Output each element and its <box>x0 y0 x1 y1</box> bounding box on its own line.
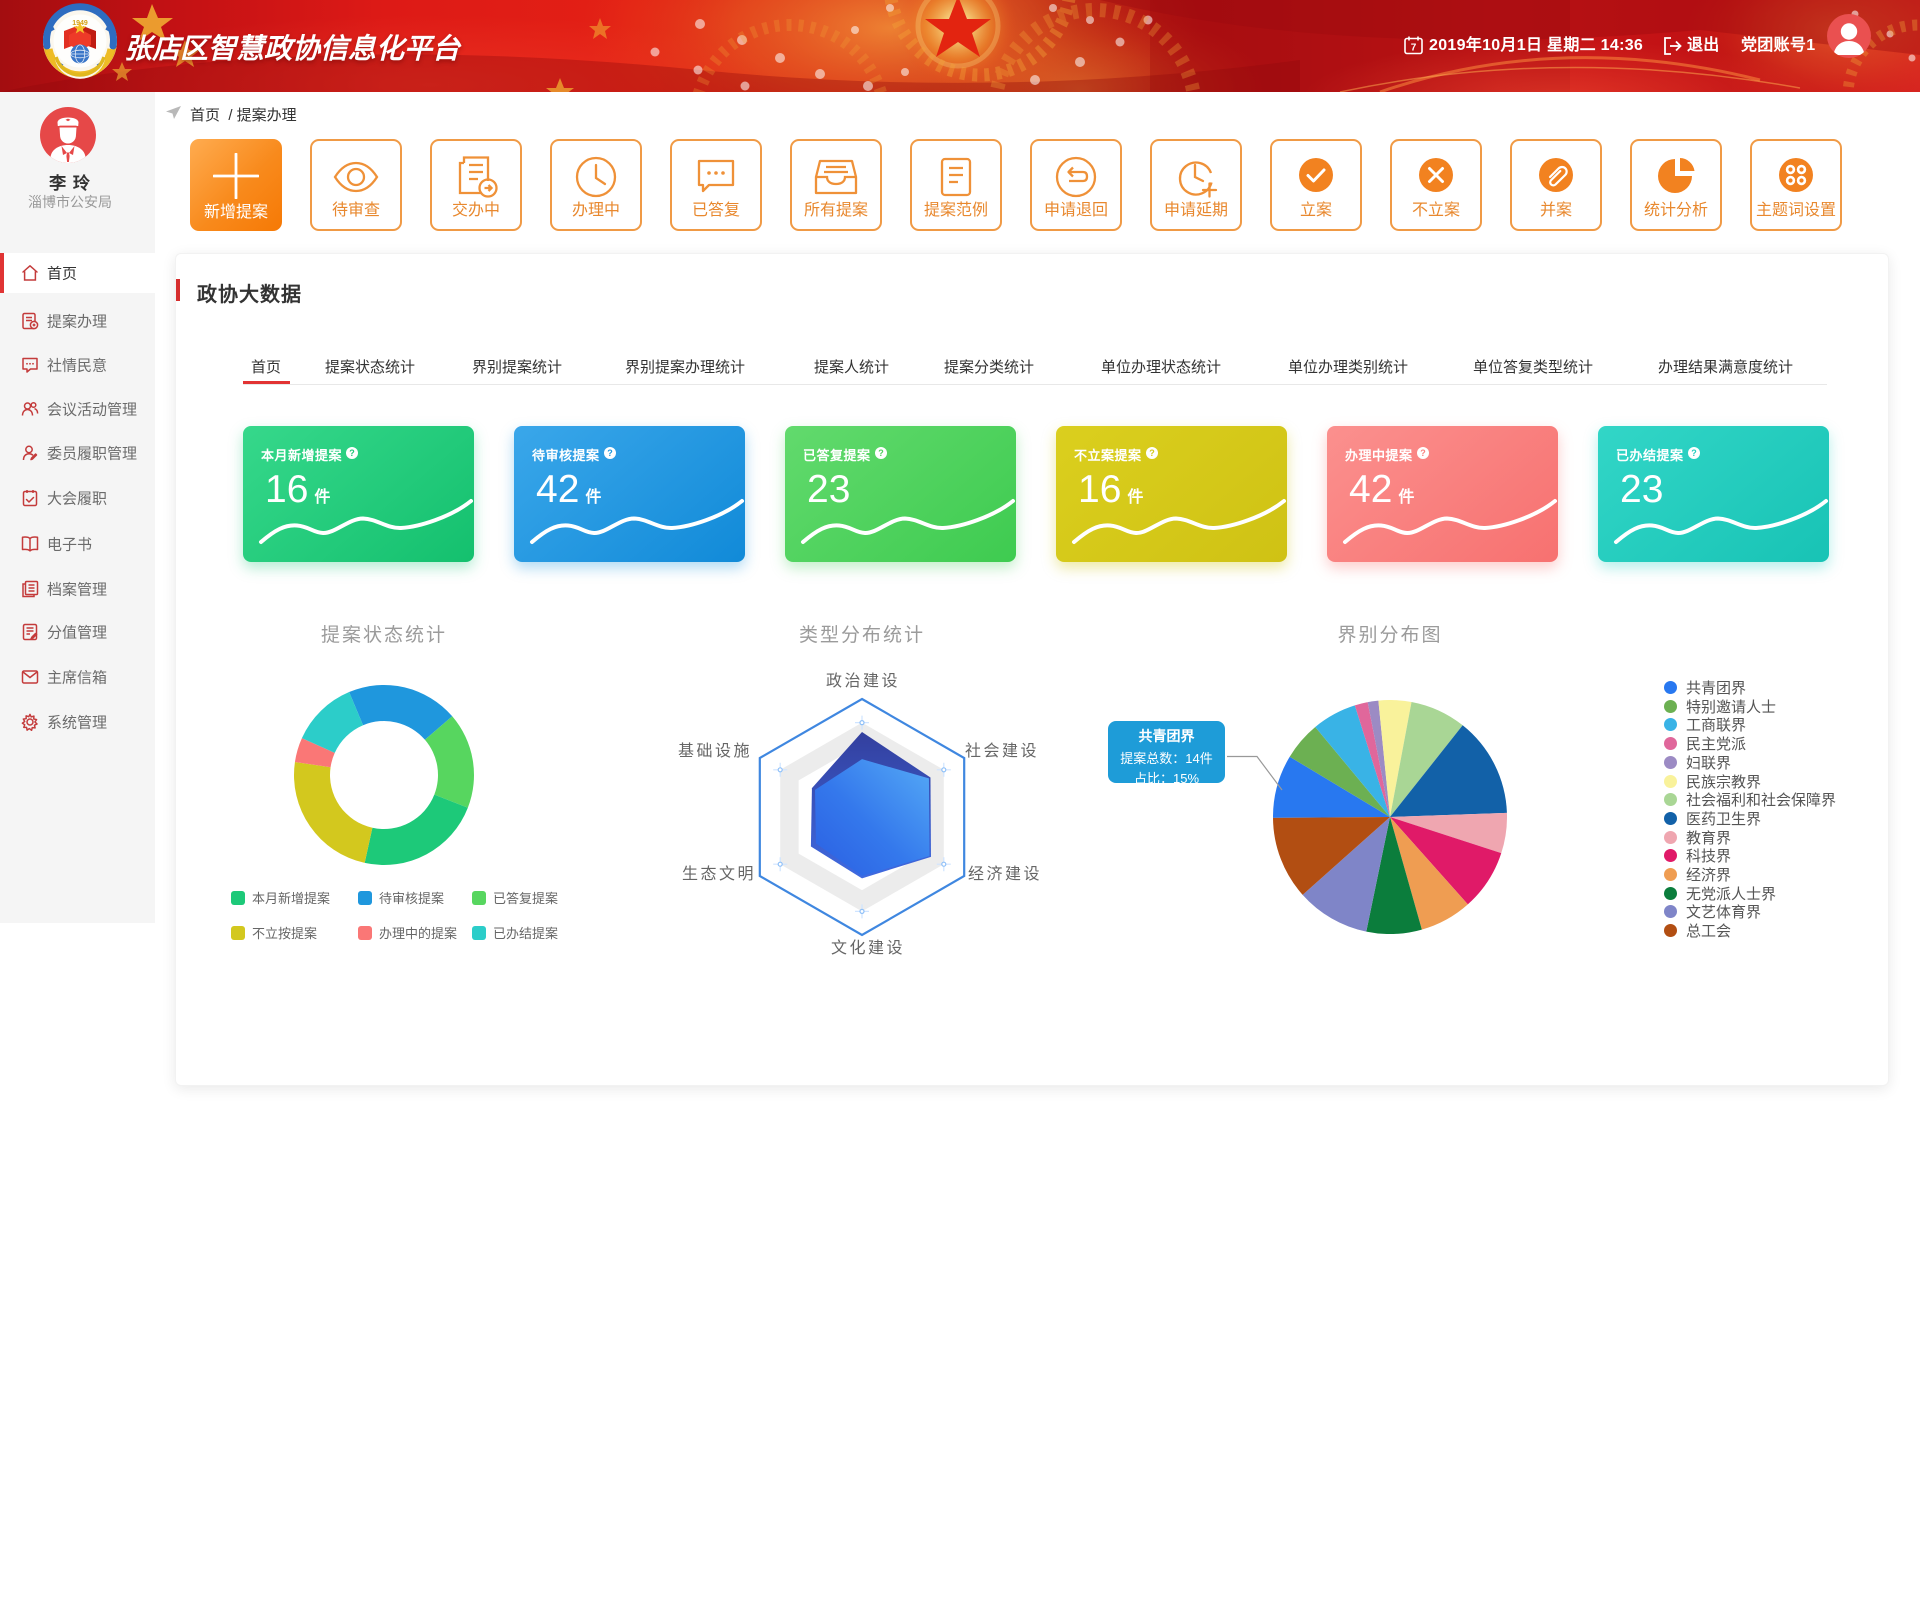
svg-text:7: 7 <box>1411 43 1417 54</box>
